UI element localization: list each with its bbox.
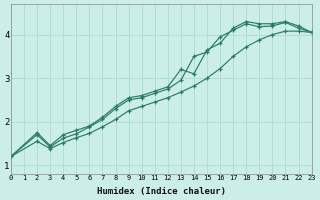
X-axis label: Humidex (Indice chaleur): Humidex (Indice chaleur) (97, 187, 226, 196)
